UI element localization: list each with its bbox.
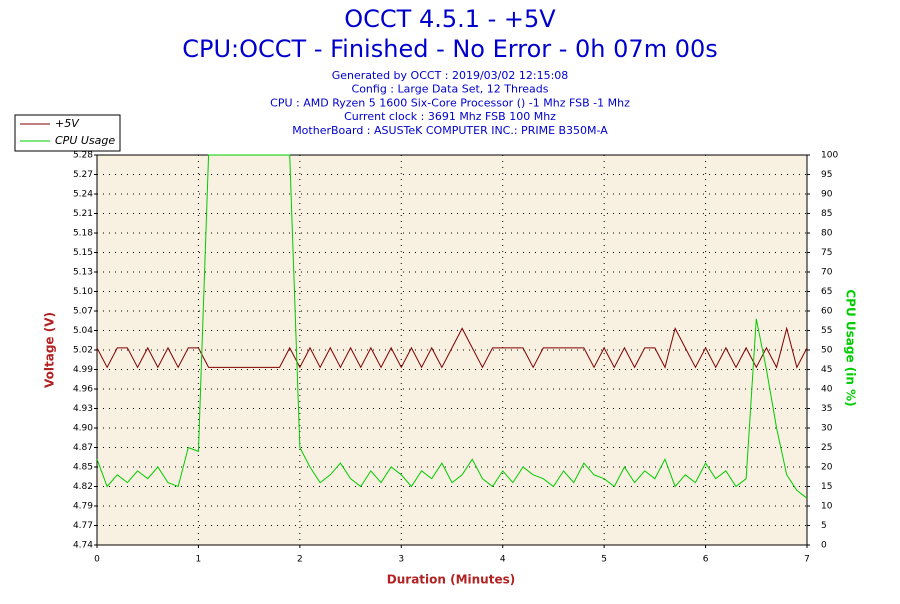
x-tick-label: 7 (804, 555, 810, 565)
y-tick-label: 5.04 (73, 326, 93, 336)
y2-tick-label: 55 (821, 326, 832, 336)
y2-tick-label: 60 (821, 307, 833, 317)
chart-title: OCCT 4.5.1 - +5V (344, 5, 556, 33)
y-tick-label: 5.21 (73, 209, 93, 219)
y-tick-label: 4.99 (73, 365, 93, 375)
y-tick-label: 4.96 (73, 385, 93, 395)
x-tick-label: 2 (297, 555, 303, 565)
y-axis-label: Voltage (V) (43, 312, 57, 388)
y2-tick-label: 0 (821, 541, 827, 551)
y-tick-label: 4.74 (73, 541, 93, 551)
y-tick-label: 4.85 (73, 463, 93, 473)
y2-tick-label: 10 (821, 502, 833, 512)
y-tick-label: 5.28 (73, 151, 93, 161)
y2-tick-label: 95 (821, 170, 832, 180)
y2-tick-label: 50 (821, 346, 833, 356)
y2-tick-label: 75 (821, 248, 832, 258)
y-tick-label: 4.90 (73, 424, 93, 434)
x-tick-label: 3 (398, 555, 404, 565)
legend (14, 114, 121, 152)
x-tick-label: 6 (703, 555, 709, 565)
y2-axis-label: CPU Usage (in %) (844, 289, 858, 406)
y2-tick-label: 70 (821, 268, 833, 278)
info-line: Config : Large Data Set, 12 Threads (352, 83, 549, 96)
series-line (96, 326, 808, 369)
y-tick-label: 5.13 (73, 268, 93, 278)
y-tick-label: 5.07 (73, 307, 93, 317)
series-line (96, 154, 808, 499)
y2-tick-label: 85 (821, 209, 832, 219)
y2-tick-label: 25 (821, 443, 832, 453)
x-tick-label: 4 (500, 555, 506, 565)
y2-tick-label: 40 (821, 385, 833, 395)
x-tick-label: 1 (196, 555, 202, 565)
y-tick-label: 4.77 (73, 521, 93, 531)
y2-tick-label: 100 (821, 151, 838, 161)
y2-tick-label: 45 (821, 365, 832, 375)
y-tick-label: 4.79 (73, 502, 93, 512)
x-axis-label: Duration (Minutes) (387, 573, 515, 587)
info-line: MotherBoard : ASUSTeK COMPUTER INC.: PRI… (292, 124, 608, 137)
info-line: CPU : AMD Ryzen 5 1600 Six-Core Processo… (270, 96, 630, 109)
legend-label: CPU Usage (55, 134, 115, 147)
y2-tick-label: 20 (821, 463, 833, 473)
y2-tick-label: 65 (821, 287, 832, 297)
y-tick-label: 4.93 (73, 404, 93, 414)
y-tick-label: 5.27 (73, 170, 93, 180)
y2-tick-label: 15 (821, 482, 832, 492)
legend-label: +5V (55, 117, 80, 130)
y-tick-label: 4.82 (73, 482, 93, 492)
y2-tick-label: 90 (821, 190, 833, 200)
info-line: Current clock : 3691 Mhz FSB 100 Mhz (344, 110, 556, 123)
y-tick-label: 5.24 (73, 190, 93, 200)
y2-tick-label: 30 (821, 424, 833, 434)
chart-subtitle: CPU:OCCT - Finished - No Error - 0h 07m … (182, 35, 718, 63)
y-tick-label: 5.15 (73, 248, 93, 258)
y-tick-label: 5.18 (73, 229, 93, 239)
y-tick-label: 5.10 (73, 287, 93, 297)
y2-tick-label: 5 (821, 521, 827, 531)
x-tick-label: 0 (94, 555, 100, 565)
y2-tick-label: 35 (821, 404, 832, 414)
y2-tick-label: 80 (821, 229, 833, 239)
x-tick-label: 5 (601, 555, 607, 565)
plot-area (96, 154, 808, 546)
info-line: Generated by OCCT : 2019/03/02 12:15:08 (332, 69, 569, 82)
y-tick-label: 5.02 (73, 346, 93, 356)
y-tick-label: 4.87 (73, 443, 93, 453)
